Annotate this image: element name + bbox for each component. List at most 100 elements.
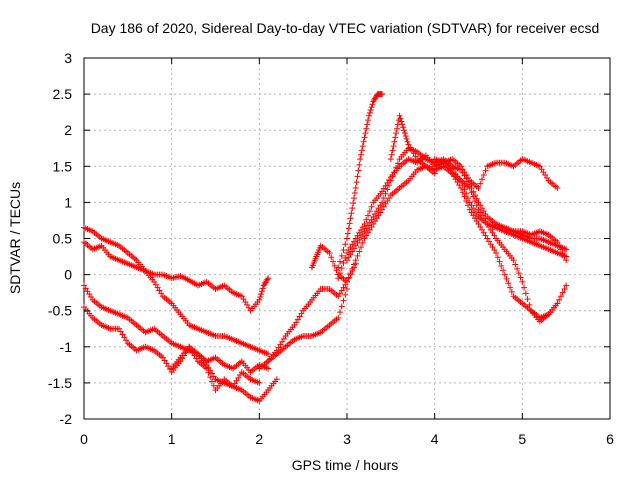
data-point bbox=[463, 197, 470, 204]
y-tick-label: 2 bbox=[64, 122, 72, 138]
data-point bbox=[265, 365, 272, 372]
x-tick-labels: 0 1 2 3 4 5 6 bbox=[80, 431, 614, 447]
data-point bbox=[265, 275, 272, 282]
data-point bbox=[557, 293, 564, 300]
data-point bbox=[480, 171, 487, 178]
data-point bbox=[210, 382, 217, 389]
data-point bbox=[379, 199, 386, 206]
data-point bbox=[326, 249, 333, 256]
x-tick-label: 1 bbox=[168, 431, 176, 447]
data-point bbox=[503, 275, 510, 282]
data-point bbox=[521, 284, 528, 291]
data-point bbox=[345, 274, 352, 281]
data-point bbox=[338, 303, 345, 310]
data-point bbox=[207, 374, 214, 381]
data-point bbox=[387, 156, 394, 163]
y-tick-label: -1.5 bbox=[48, 375, 72, 391]
plot-frame bbox=[83, 57, 611, 420]
data-point bbox=[563, 282, 570, 289]
data-point bbox=[471, 197, 478, 204]
data-point bbox=[479, 176, 486, 183]
data-point bbox=[340, 260, 347, 267]
data-point bbox=[508, 288, 515, 295]
series-arc-6 bbox=[256, 286, 350, 372]
data-point bbox=[556, 296, 563, 303]
data-point bbox=[365, 117, 372, 124]
data-point bbox=[393, 125, 400, 132]
data-point bbox=[347, 270, 354, 277]
data-point bbox=[517, 274, 524, 281]
data-point bbox=[342, 241, 349, 248]
data-point bbox=[351, 190, 358, 197]
data-point bbox=[500, 267, 507, 274]
data-point bbox=[264, 276, 271, 283]
data-point bbox=[457, 184, 464, 191]
x-tick-label: 4 bbox=[431, 431, 439, 447]
data-point bbox=[559, 289, 566, 296]
chart-title: Day 186 of 2020, Sidereal Day-to-day VTE… bbox=[91, 20, 600, 36]
series-arc-9 bbox=[335, 91, 386, 271]
data-point bbox=[352, 184, 359, 191]
data-point bbox=[400, 124, 407, 131]
series-arc-13 bbox=[431, 156, 561, 191]
data-point bbox=[366, 208, 373, 215]
data-point bbox=[335, 264, 342, 271]
data-point bbox=[404, 138, 411, 145]
y-tick-label: 0.5 bbox=[53, 231, 73, 247]
data-point bbox=[401, 130, 408, 137]
data-point bbox=[360, 138, 367, 145]
series-arc-14 bbox=[449, 170, 570, 325]
data-point bbox=[559, 249, 566, 256]
series-arc-1 bbox=[81, 239, 272, 314]
x-tick-label: 6 bbox=[606, 431, 614, 447]
data-point bbox=[387, 177, 394, 184]
series-arc-7 bbox=[265, 260, 359, 365]
data-point bbox=[367, 106, 374, 113]
data-point bbox=[273, 376, 280, 383]
y-tick-label: 1.5 bbox=[53, 158, 73, 174]
data-point bbox=[208, 378, 215, 385]
data-point bbox=[258, 288, 265, 295]
data-point bbox=[397, 115, 404, 122]
series-arc-2 bbox=[81, 224, 272, 358]
data-point bbox=[349, 265, 356, 272]
data-point bbox=[384, 186, 391, 193]
data-point bbox=[351, 195, 358, 202]
data-point bbox=[353, 179, 360, 186]
data-point bbox=[259, 285, 266, 292]
data-point bbox=[357, 156, 364, 163]
data-point bbox=[365, 112, 372, 119]
data-point bbox=[380, 195, 387, 202]
data-point bbox=[356, 161, 363, 168]
data-point bbox=[364, 121, 371, 128]
data-point bbox=[328, 254, 335, 261]
data-point bbox=[363, 216, 370, 223]
y-tick-label: -0.5 bbox=[48, 303, 72, 319]
data-point bbox=[398, 118, 405, 125]
data-point bbox=[348, 210, 355, 217]
y-tick-label: -1 bbox=[60, 339, 73, 355]
data-point bbox=[468, 189, 475, 196]
y-tick-label: 2.5 bbox=[53, 86, 73, 102]
x-tick-label: 0 bbox=[80, 431, 88, 447]
data-point bbox=[393, 130, 400, 137]
x-axis-label: GPS time / hours bbox=[292, 457, 399, 473]
data-point bbox=[336, 258, 343, 265]
data-point bbox=[369, 101, 376, 108]
x-tick-label: 3 bbox=[343, 431, 351, 447]
data-point bbox=[331, 262, 338, 269]
data-point bbox=[466, 184, 473, 191]
data-point bbox=[336, 309, 343, 316]
data-point bbox=[392, 134, 399, 141]
data-point bbox=[363, 125, 370, 132]
x-tick-label: 2 bbox=[255, 431, 263, 447]
data-point bbox=[361, 221, 368, 228]
data-point bbox=[526, 301, 533, 308]
data-point bbox=[344, 235, 350, 242]
y-tick-label: -2 bbox=[60, 411, 73, 427]
data-points bbox=[81, 91, 570, 404]
data-point bbox=[359, 143, 366, 150]
data-point bbox=[464, 202, 471, 209]
data-point bbox=[358, 244, 365, 251]
data-point bbox=[561, 253, 568, 260]
